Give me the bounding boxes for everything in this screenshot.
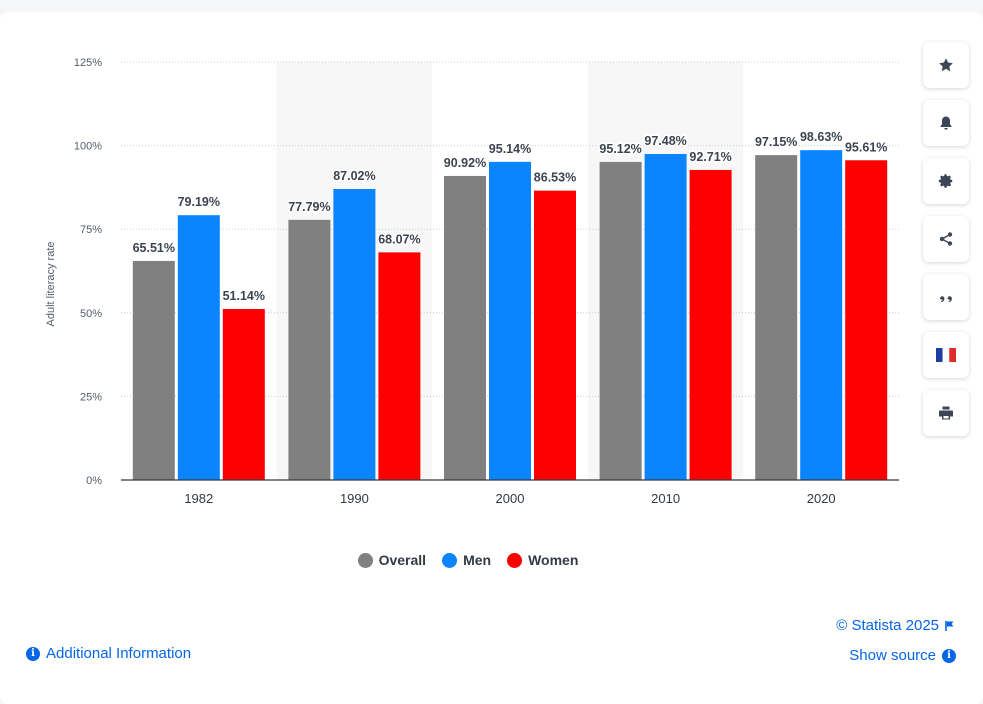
bars xyxy=(132,150,888,481)
data-label-women-1982: 51.14% xyxy=(223,289,265,303)
y-tick-label: 100% xyxy=(74,141,102,153)
data-label-men-2020: 98.63% xyxy=(800,130,842,144)
bar-women-2000[interactable] xyxy=(534,190,576,480)
data-label-women-2020: 95.61% xyxy=(845,140,887,154)
data-label-men-2000: 95.14% xyxy=(489,142,531,156)
x-tick-label: 2010 xyxy=(651,491,680,506)
settings-button[interactable] xyxy=(923,158,969,204)
bar-women-2020[interactable] xyxy=(845,160,888,481)
legend-label-women: Women xyxy=(528,552,579,568)
bar-overall-1982[interactable] xyxy=(132,260,175,480)
data-label-men-2010: 97.48% xyxy=(644,134,686,148)
bar-men-1982[interactable] xyxy=(177,215,220,480)
x-tick-label: 2000 xyxy=(496,491,525,506)
bar-men-1990[interactable] xyxy=(333,189,376,480)
data-label-overall-2020: 97.15% xyxy=(755,135,797,149)
bar-overall-1990[interactable] xyxy=(288,219,331,480)
additional-information-text: Additional Information xyxy=(46,645,192,662)
legend-label-men: Men xyxy=(463,552,492,568)
favorite-button[interactable] xyxy=(923,42,969,88)
bar-women-1982[interactable] xyxy=(222,308,265,480)
legend-label-overall: Overall xyxy=(378,552,427,568)
bar-men-2020[interactable] xyxy=(800,150,843,480)
copyright-link[interactable]: © Statista 2025 xyxy=(836,617,955,634)
language-button[interactable] xyxy=(923,332,969,378)
y-tick-label: 25% xyxy=(80,391,102,403)
bar-overall-2010[interactable] xyxy=(599,161,642,481)
x-axis: 1982 1990 2000 2010 2020 xyxy=(121,479,899,506)
toolbar xyxy=(923,42,969,436)
share-icon xyxy=(939,232,953,246)
bar-men-2010[interactable] xyxy=(644,154,687,480)
data-label-overall-1982: 65.51% xyxy=(133,241,175,255)
additional-information-link[interactable]: i Additional Information xyxy=(26,645,191,662)
print-icon xyxy=(939,406,953,420)
y-axis-label: Adult literacy rate xyxy=(45,242,57,327)
show-source-text: Show source xyxy=(849,647,936,664)
bar-overall-2000[interactable] xyxy=(444,175,486,481)
gear-icon xyxy=(938,174,953,188)
info-icon: i xyxy=(942,648,956,663)
data-label-women-1990: 68.07% xyxy=(378,232,420,246)
star-icon xyxy=(939,58,953,72)
flag-icon xyxy=(945,620,954,631)
legend: Overall Men Women xyxy=(0,552,936,568)
x-tick-label: 2020 xyxy=(807,491,836,506)
info-icon: i xyxy=(26,646,40,661)
data-label-women-2010: 92.71% xyxy=(689,150,731,164)
flag-fr-icon xyxy=(936,347,956,363)
print-button[interactable] xyxy=(923,390,969,436)
data-label-women-2000: 86.53% xyxy=(534,171,576,185)
y-axis-ticks: 0% 25% 50% 75% 100% 125% xyxy=(74,57,102,487)
bar-women-1990[interactable] xyxy=(378,252,421,480)
data-label-overall-1990: 77.79% xyxy=(288,200,330,214)
y-tick-label: 125% xyxy=(74,57,102,69)
legend-swatch-men xyxy=(442,552,458,568)
bell-icon xyxy=(940,116,952,130)
show-source-link[interactable]: Show source i xyxy=(849,647,956,664)
data-label-overall-2000: 90.92% xyxy=(444,156,486,170)
copyright-text: © Statista 2025 xyxy=(836,617,939,634)
data-label-men-1982: 79.19% xyxy=(178,195,220,209)
data-labels: 65.51% 79.19% 51.14% 77.79% 87.02% 68.07% 90.9… xyxy=(131,129,889,305)
y-tick-label: 0% xyxy=(86,475,102,487)
bar-women-2010[interactable] xyxy=(689,169,732,480)
legend-item-men[interactable]: Men xyxy=(442,552,491,568)
y-tick-label: 50% xyxy=(80,308,102,320)
data-label-men-1990: 87.02% xyxy=(333,169,375,183)
bar-overall-2020[interactable] xyxy=(755,155,798,480)
legend-swatch-women xyxy=(507,552,523,568)
share-button[interactable] xyxy=(923,216,969,262)
cite-button[interactable] xyxy=(923,274,969,320)
chart-card: 0% 25% 50% 75% 100% 125% 65.51% 79.19% 51.14% 77… xyxy=(0,12,983,704)
y-tick-label: 75% xyxy=(80,224,102,236)
quote-icon xyxy=(940,296,952,303)
bar-chart: 0% 25% 50% 75% 100% 125% 65.51% 79.19% 51.14% 77… xyxy=(45,57,899,506)
data-label-overall-2010: 95.12% xyxy=(599,142,641,156)
legend-swatch-overall xyxy=(357,552,373,568)
bar-men-2000[interactable] xyxy=(489,161,531,480)
legend-item-women[interactable]: Women xyxy=(507,552,578,568)
x-tick-label: 1982 xyxy=(184,491,213,506)
x-tick-label: 1990 xyxy=(340,491,369,506)
notification-button[interactable] xyxy=(923,100,969,146)
legend-item-overall[interactable]: Overall xyxy=(357,552,427,568)
